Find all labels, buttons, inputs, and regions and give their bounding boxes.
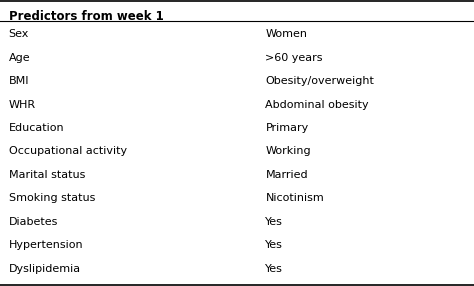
Text: Married: Married (265, 170, 308, 180)
Text: Diabetes: Diabetes (9, 217, 58, 227)
Text: Abdominal obesity: Abdominal obesity (265, 100, 369, 110)
Text: Marital status: Marital status (9, 170, 85, 180)
Text: Sex: Sex (9, 29, 29, 39)
Text: Yes: Yes (265, 240, 283, 250)
Text: Primary: Primary (265, 123, 309, 133)
Text: Occupational activity: Occupational activity (9, 146, 127, 156)
Text: Age: Age (9, 53, 30, 63)
Text: WHR: WHR (9, 100, 36, 110)
Text: Women: Women (265, 29, 308, 39)
Text: BMI: BMI (9, 76, 29, 86)
Text: Working: Working (265, 146, 311, 156)
Text: Obesity/overweight: Obesity/overweight (265, 76, 374, 86)
Text: Predictors from week 1: Predictors from week 1 (9, 10, 163, 23)
Text: Yes: Yes (265, 264, 283, 274)
Text: Yes: Yes (265, 217, 283, 227)
Text: Education: Education (9, 123, 64, 133)
Text: Nicotinism: Nicotinism (265, 193, 324, 203)
Text: Smoking status: Smoking status (9, 193, 95, 203)
Text: >60 years: >60 years (265, 53, 323, 63)
Text: Dyslipidemia: Dyslipidemia (9, 264, 81, 274)
Text: Hypertension: Hypertension (9, 240, 83, 250)
